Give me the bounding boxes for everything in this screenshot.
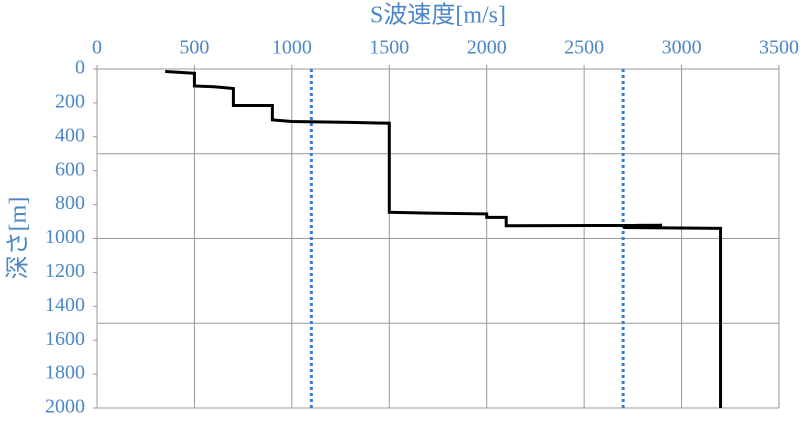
x-tick-label: 500 — [179, 37, 209, 59]
x-tick-label: 1000 — [272, 37, 312, 59]
y-tick-label: 1400 — [45, 294, 85, 316]
x-axis-title: S波速度[m/s] — [370, 2, 506, 29]
y-tick-label: 2000 — [45, 396, 85, 418]
y-tick-label: 0 — [75, 57, 85, 79]
x-tick-label: 3000 — [662, 37, 702, 59]
y-tick-label: 600 — [55, 158, 85, 180]
y-axis-title: 深さ[m] — [5, 197, 32, 280]
y-tick-label: 1000 — [45, 226, 85, 248]
x-tick-label: 2500 — [564, 37, 604, 59]
x-tick-label: 2000 — [467, 37, 507, 59]
y-tick-label: 1200 — [45, 260, 85, 282]
x-tick-label: 3500 — [759, 37, 799, 59]
y-tick-label: 1800 — [45, 362, 85, 384]
data-line — [165, 70, 723, 408]
x-tick-label: 0 — [92, 37, 102, 59]
y-tick-label: 200 — [55, 90, 85, 112]
y-tick-label: 800 — [55, 192, 85, 214]
y-tick-label: 400 — [55, 124, 85, 146]
y-tick-label: 1600 — [45, 328, 85, 350]
x-tick-label: 1500 — [369, 37, 409, 59]
